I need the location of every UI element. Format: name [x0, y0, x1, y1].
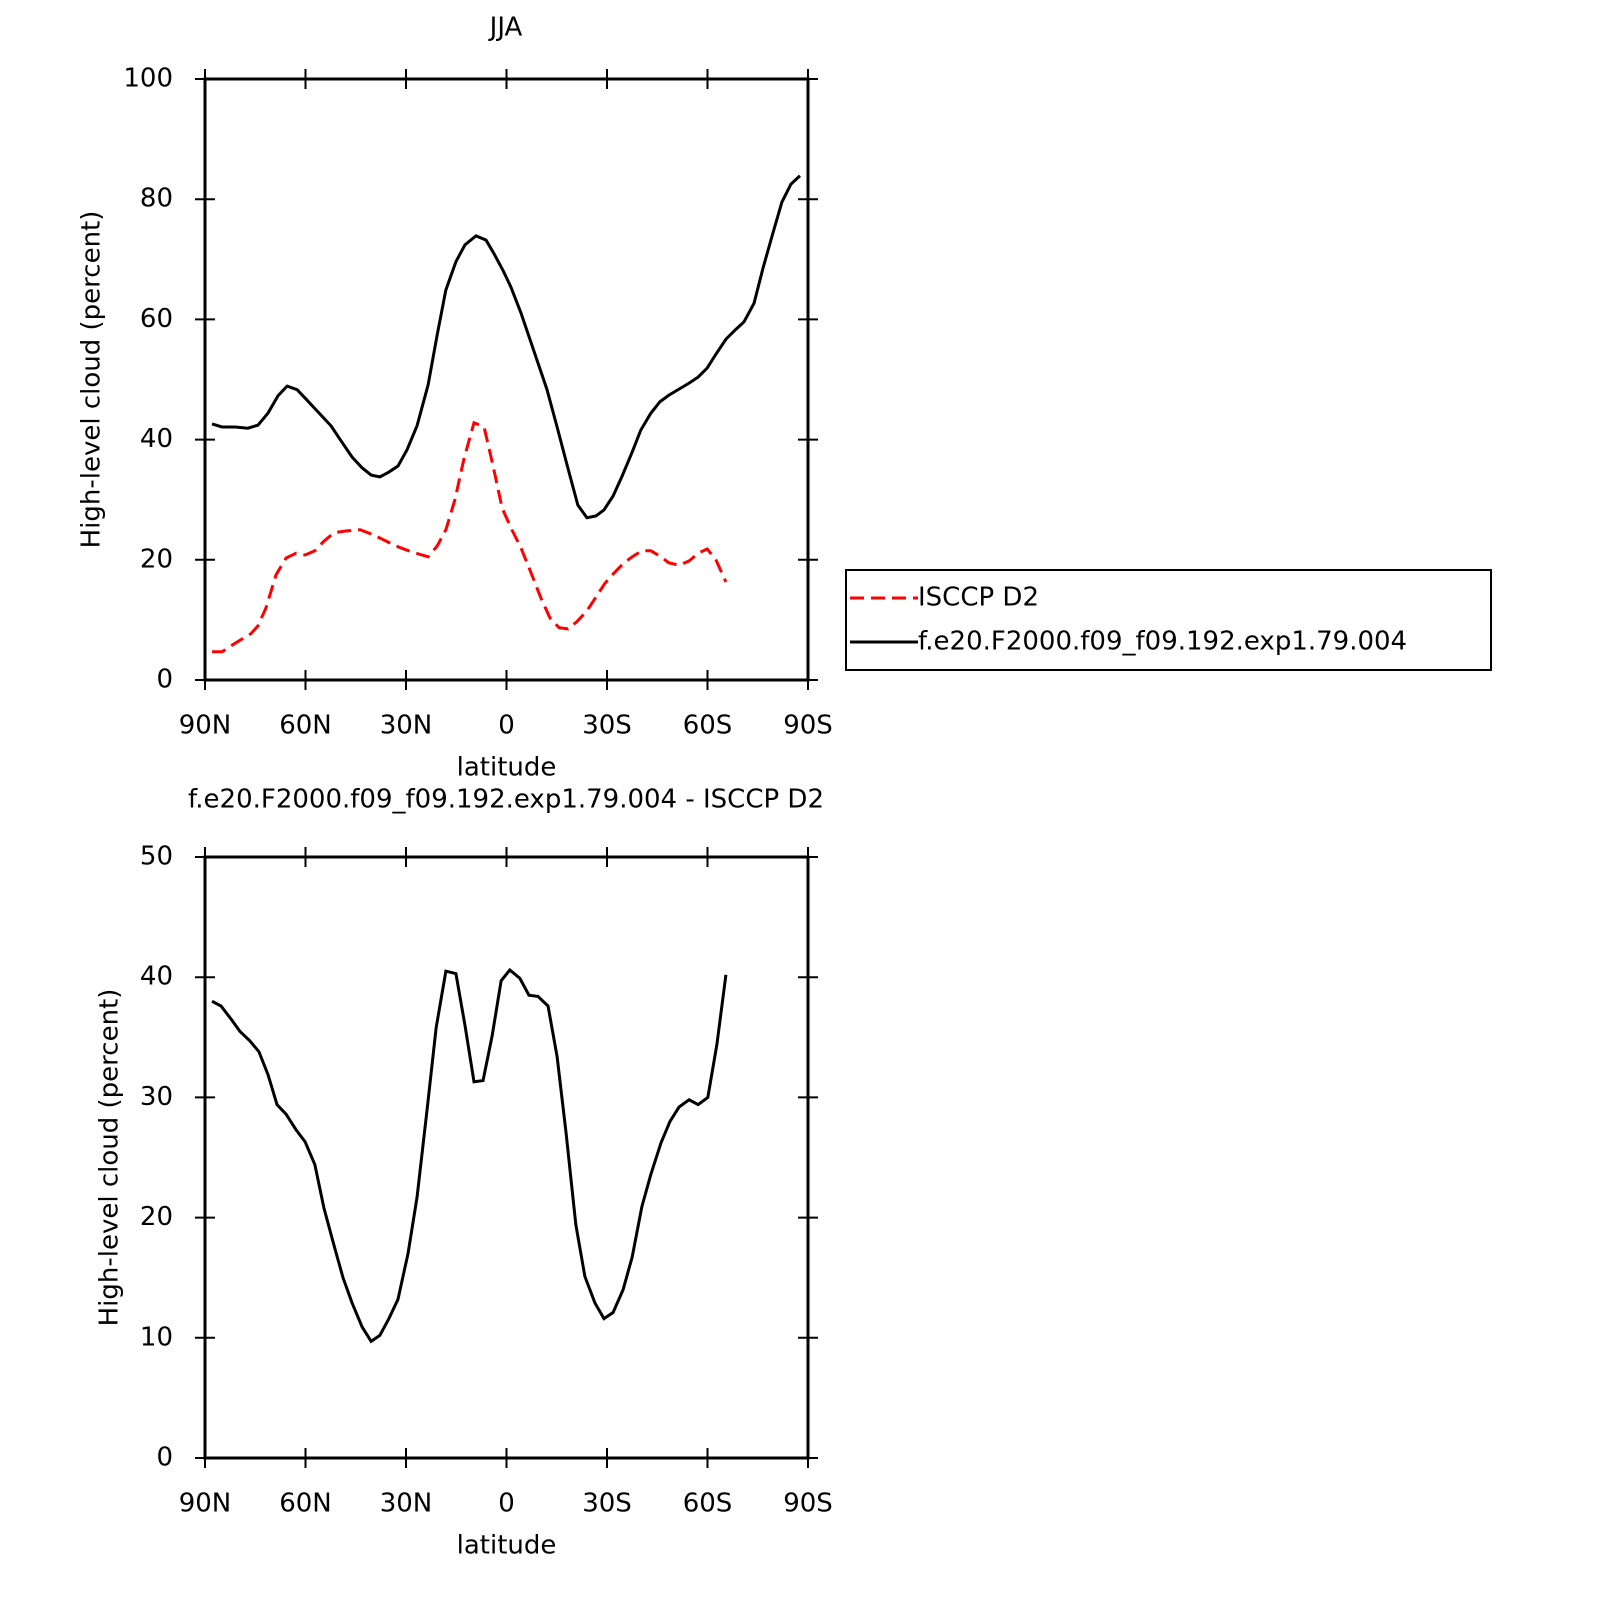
- chart-title: JJA: [488, 13, 523, 43]
- legend-box: [845, 569, 1492, 671]
- data-line: [211, 967, 728, 1344]
- x-tick-label: 60S: [683, 1489, 733, 1519]
- y-tick-label: 20: [140, 544, 173, 574]
- x-tick-label: 60N: [279, 711, 332, 741]
- y-axis-label: High-level cloud (percent): [77, 211, 107, 549]
- x-tick-label: 30S: [582, 1489, 632, 1519]
- x-tick-label: 90S: [783, 1489, 833, 1519]
- x-tick-label: 30S: [582, 711, 632, 741]
- y-tick-label: 20: [140, 1202, 173, 1232]
- y-tick-label: 50: [140, 842, 173, 872]
- y-axis-label: High-level cloud (percent): [95, 989, 125, 1327]
- x-tick-label: 90N: [179, 1489, 232, 1519]
- x-tick-label: 60N: [279, 1489, 332, 1519]
- y-tick-label: 60: [140, 304, 173, 334]
- data-line: [212, 420, 728, 654]
- x-tick-label: 30N: [380, 1489, 433, 1519]
- x-tick-label: 30N: [380, 711, 433, 741]
- x-axis-label: latitude: [457, 1531, 557, 1561]
- y-tick-label: 80: [140, 184, 173, 214]
- y-tick-label: 0: [156, 1443, 173, 1473]
- y-tick-label: 0: [156, 665, 173, 695]
- x-tick-label: 90N: [179, 711, 232, 741]
- y-tick-label: 30: [140, 1082, 173, 1112]
- x-tick-label: 0: [498, 711, 515, 741]
- legend-label: ISCCP D2: [918, 583, 1039, 613]
- y-tick-label: 40: [140, 424, 173, 454]
- y-tick-label: 10: [140, 1322, 173, 1352]
- x-tick-label: 0: [498, 1489, 515, 1519]
- x-tick-label: 90S: [783, 711, 833, 741]
- chart-title: f.e20.F2000.f09_f09.192.exp1.79.004 - IS…: [188, 785, 824, 815]
- plot-frame: [203, 855, 810, 1460]
- y-tick-label: 100: [123, 64, 173, 94]
- data-line: [211, 174, 801, 520]
- legend-label: f.e20.F2000.f09_f09.192.exp1.79.004: [918, 627, 1407, 657]
- x-axis-label: latitude: [457, 753, 557, 783]
- x-tick-label: 60S: [683, 711, 733, 741]
- plot-frame: [203, 77, 810, 682]
- y-tick-label: 40: [140, 962, 173, 992]
